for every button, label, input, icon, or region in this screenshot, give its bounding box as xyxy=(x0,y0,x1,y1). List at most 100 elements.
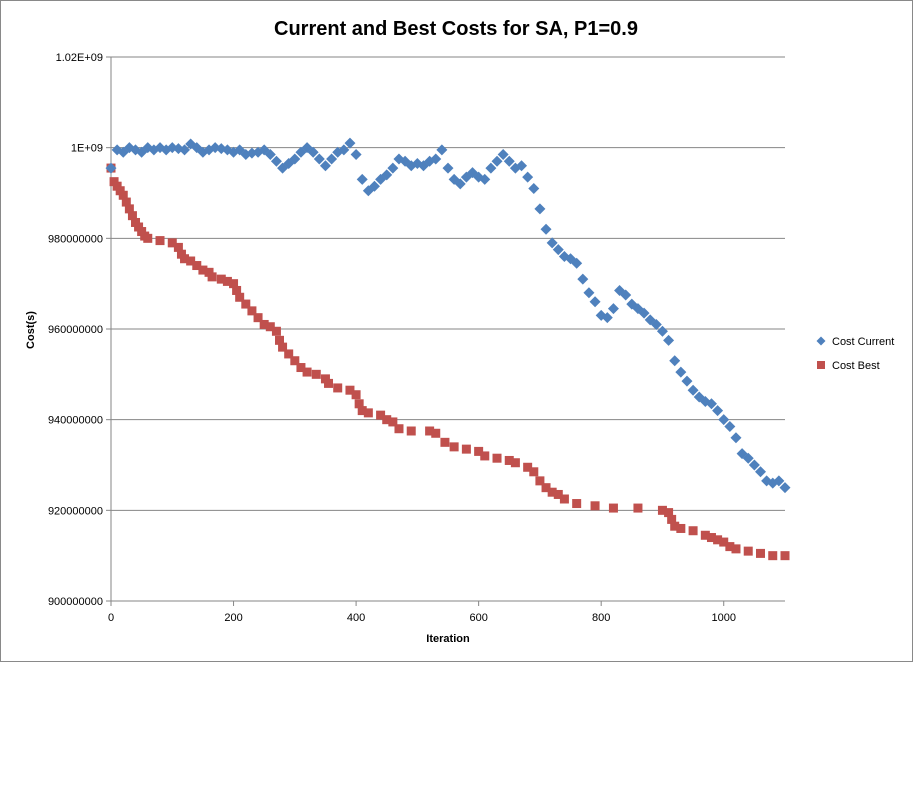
data-point xyxy=(143,233,153,243)
data-point xyxy=(180,254,190,264)
data-point xyxy=(497,148,509,160)
data-point xyxy=(302,367,312,377)
legend-marker-cost-best xyxy=(817,361,825,369)
data-point xyxy=(167,238,177,248)
y-tick-label: 1.02E+09 xyxy=(56,52,103,64)
data-point xyxy=(351,390,361,400)
y-tick-label: 1E+09 xyxy=(71,143,103,155)
data-point xyxy=(368,180,380,192)
data-point xyxy=(284,349,294,359)
data-point xyxy=(541,483,551,493)
data-point xyxy=(700,530,710,540)
data-point xyxy=(676,523,686,533)
data-point xyxy=(768,551,778,561)
axes xyxy=(106,56,785,606)
data-point xyxy=(112,181,122,191)
data-point xyxy=(510,458,520,468)
data-point xyxy=(535,476,545,486)
data-point xyxy=(540,223,552,235)
gridlines xyxy=(111,56,785,602)
data-point xyxy=(461,444,471,454)
x-tick-label: 800 xyxy=(592,612,610,624)
data-point xyxy=(608,503,618,513)
data-point xyxy=(474,446,484,456)
data-point xyxy=(724,420,736,432)
data-point xyxy=(748,459,760,471)
data-point xyxy=(270,155,282,167)
data-point xyxy=(454,178,466,190)
data-point xyxy=(121,197,131,207)
data-point xyxy=(350,148,362,160)
x-tick-label: 600 xyxy=(469,612,487,624)
data-point xyxy=(731,544,741,554)
data-point xyxy=(607,303,619,315)
data-point xyxy=(186,256,196,266)
data-point xyxy=(546,237,558,249)
data-point xyxy=(275,335,284,345)
data-point xyxy=(176,249,186,259)
data-point xyxy=(449,442,459,452)
y-tick-label: 980000000 xyxy=(48,233,103,245)
data-point xyxy=(638,307,650,319)
data-point xyxy=(436,144,448,156)
data-point xyxy=(430,153,442,165)
data-point xyxy=(320,374,330,384)
chart-frame: Current and Best Costs for SA, P1=0.9 90… xyxy=(0,0,913,662)
data-point xyxy=(706,533,716,543)
data-point xyxy=(363,408,373,418)
data-point xyxy=(198,265,208,275)
series-layer xyxy=(105,137,791,561)
data-point xyxy=(134,222,144,232)
data-point xyxy=(779,482,791,494)
x-tick-label: 1000 xyxy=(711,612,735,624)
data-point xyxy=(259,319,269,329)
data-point xyxy=(357,406,367,416)
data-point xyxy=(222,276,232,286)
data-point xyxy=(173,242,183,252)
data-point xyxy=(491,155,503,167)
data-point xyxy=(290,356,300,366)
data-point xyxy=(235,292,245,302)
data-point xyxy=(440,437,450,447)
data-point xyxy=(601,312,613,324)
data-point xyxy=(590,501,600,511)
data-point xyxy=(583,287,595,299)
data-point xyxy=(589,296,601,308)
data-point xyxy=(345,385,355,395)
y-tick-label: 900000000 xyxy=(48,596,103,608)
data-point xyxy=(485,162,497,174)
data-point xyxy=(387,162,399,174)
x-tick-labels: 0 200 400 600 800 1000 xyxy=(108,612,736,624)
legend-marker-cost-current xyxy=(816,336,826,346)
data-point xyxy=(313,153,325,165)
data-point xyxy=(718,414,730,426)
data-point xyxy=(229,279,239,289)
data-point xyxy=(773,475,785,487)
data-point xyxy=(296,363,306,373)
data-point xyxy=(743,546,753,556)
legend-label: Cost Current xyxy=(832,336,894,348)
legend-label: Cost Best xyxy=(832,360,880,372)
data-point xyxy=(124,204,134,214)
data-point xyxy=(571,257,583,269)
y-tick-labels: 900000000 920000000 940000000 960000000 9800… xyxy=(48,52,103,608)
data-point xyxy=(675,366,687,378)
y-tick-label: 940000000 xyxy=(48,415,103,427)
data-point xyxy=(558,250,570,262)
data-point xyxy=(204,267,214,277)
data-point xyxy=(207,272,217,282)
data-point xyxy=(109,177,119,187)
data-point xyxy=(669,355,681,367)
data-point xyxy=(559,494,569,504)
y-tick-label: 960000000 xyxy=(48,324,103,336)
data-point xyxy=(319,160,331,172)
series-cost-best xyxy=(106,163,790,561)
data-point xyxy=(265,322,275,332)
data-point xyxy=(344,137,356,149)
data-point xyxy=(105,162,117,174)
data-point xyxy=(620,289,632,301)
data-point xyxy=(442,162,454,174)
data-point xyxy=(664,508,674,518)
data-point xyxy=(376,410,386,420)
data-point xyxy=(241,299,251,309)
